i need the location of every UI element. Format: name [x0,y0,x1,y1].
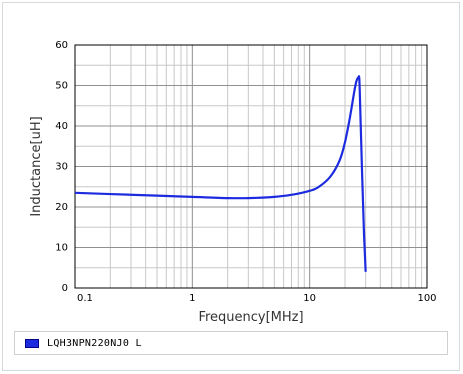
x-tick-label: 1 [189,293,195,304]
y-tick-label: 60 [55,40,68,51]
x-axis-label: Frequency[MHz] [198,310,303,325]
y-tick-label: 0 [62,283,68,294]
y-tick-label: 50 [55,81,68,92]
y-tick-label: 30 [55,162,68,173]
y-tick-label: 10 [55,243,68,254]
x-tick-labels: 0.1 1 10 100 [77,293,437,304]
series-line-inductance [74,75,367,272]
legend-label: LQH3NPN220NJ0 L [47,337,142,349]
y-tick-labels: 0 10 20 30 40 50 60 [55,40,68,294]
y-axis-label: Inductance[uH] [29,116,44,216]
x-tick-label: 0.1 [77,293,93,304]
legend-swatch [25,338,39,348]
x-tick-label: 100 [417,293,436,304]
y-tick-label: 20 [55,202,68,213]
x-tick-label: 10 [303,293,316,304]
y-tick-label: 40 [55,121,68,132]
plot-border [74,44,428,289]
legend: LQH3NPN220NJ0 L [14,331,448,355]
